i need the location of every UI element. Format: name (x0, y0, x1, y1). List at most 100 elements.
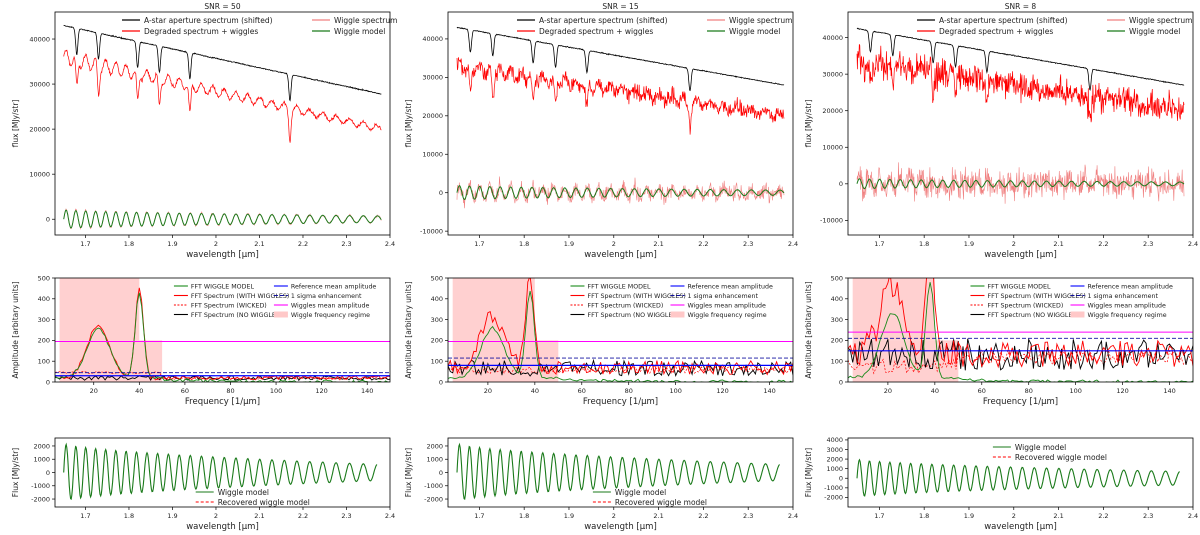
x-axis-label: wavelength [μm] (984, 250, 1057, 260)
x-tick-label: 2.1 (1053, 240, 1063, 248)
legend-swatch (273, 311, 288, 318)
x-tick-label: 1.7 (874, 512, 884, 520)
y-axis-label: Flux [MJy/str] (11, 448, 20, 497)
y-tick-label: -1000 (31, 482, 50, 490)
x-tick-label: 2 (1012, 512, 1016, 520)
wiggle-frequency-regime-upper (59, 278, 140, 341)
y-tick-label: 100 (431, 358, 443, 366)
x-tick-label: 1.9 (167, 512, 177, 520)
chart-panel-middle-3: 20 40 60 80 100 120 140 0 100 200 300 400 500 Frequen… (804, 274, 1194, 407)
y-tick-label: 400 (431, 295, 443, 303)
plot-area (456, 442, 781, 501)
x-axis-label: wavelength [μm] (584, 522, 657, 532)
y-tick-label: 1000 (826, 465, 843, 473)
series-wiggle-model (63, 442, 378, 501)
y-tick-label: 1000 (33, 456, 50, 464)
chart-panel-top-1: SNR = 50 1.7 1.8 1.9 2 2.1 2.2 2.3 2.4 0 10000 2000… (11, 2, 397, 260)
legend-label: FFT WIGGLE MODEL (987, 284, 1051, 291)
x-tick-label: 1.8 (124, 240, 134, 248)
y-tick-label: 0 (839, 180, 843, 188)
x-tick-label: 2.2 (1098, 512, 1108, 520)
y-tick-label: 2000 (426, 442, 443, 450)
x-tick-label: 2.1 (653, 512, 663, 520)
x-tick-label: 2.2 (698, 240, 708, 248)
legend-label: Wiggles mean amplitude (1087, 303, 1166, 310)
x-tick-label: 2.3 (743, 240, 753, 248)
legend-label: Wiggles mean amplitude (687, 303, 766, 310)
plot-area (848, 278, 1193, 382)
x-tick-label: 2.2 (698, 512, 708, 520)
y-tick-label: 0 (439, 189, 443, 197)
axes-frame (847, 277, 1194, 383)
x-tick-label: 100 (669, 387, 681, 395)
legend-label: Wiggle frequency regime (1087, 312, 1166, 319)
y-tick-label: -2000 (31, 495, 50, 503)
x-tick-label: 2.3 (1143, 512, 1153, 520)
x-tick-label: 1.9 (964, 240, 974, 248)
legend-label: Wiggle spectrum (729, 16, 792, 25)
series-wiggle-model (63, 209, 382, 229)
y-tick-label: 300 (831, 316, 843, 324)
x-tick-label: 60 (578, 387, 586, 395)
x-axis-label: Frequency [1/μm] (983, 397, 1058, 407)
y-tick-label: 0 (839, 475, 843, 483)
x-tick-label: 2 (612, 512, 616, 520)
x-tick-label: 2.2 (1098, 240, 1108, 248)
y-axis-label: Flux [MJy/str] (404, 448, 413, 497)
legend-label: Wiggle spectrum (334, 16, 397, 25)
x-tick-label: 2.3 (743, 512, 753, 520)
x-tick-label: 2.4 (788, 512, 798, 520)
y-tick-label: 500 (831, 274, 843, 282)
y-tick-label: 20000 (29, 125, 50, 133)
x-tick-label: 2.2 (298, 240, 308, 248)
plot-area (55, 278, 390, 382)
x-tick-label: 80 (1025, 387, 1033, 395)
x-tick-label: 140 (361, 387, 373, 395)
chart-panel-middle-1: 20 40 60 80 100 120 140 0 100 200 300 400 500 Frequen… (11, 274, 391, 407)
x-tick-label: 2.4 (788, 240, 798, 248)
x-tick-label: 2.3 (341, 240, 351, 248)
x-tick-label: 2 (214, 240, 218, 248)
series-degraded-spectrum (456, 57, 785, 135)
y-tick-label: -1000 (424, 482, 443, 490)
x-tick-label: 2.4 (1188, 512, 1198, 520)
legend-label: Recovered wiggle model (1015, 453, 1107, 462)
legend-label: Wiggle model (218, 488, 269, 497)
legend-label: Reference mean amplitude (687, 284, 773, 291)
series-astar-spectrum (456, 26, 785, 92)
x-tick-label: 100 (1069, 387, 1081, 395)
x-tick-label: 1.8 (919, 512, 929, 520)
x-axis-label: wavelength [μm] (186, 522, 259, 532)
chart-title: SNR = 15 (602, 2, 638, 11)
x-axis-label: Frequency [1/μm] (583, 397, 658, 407)
y-tick-label: 0 (46, 378, 50, 386)
axes-frame (847, 437, 1194, 508)
plot-area (63, 24, 382, 230)
y-tick-label: 30000 (422, 74, 443, 82)
x-tick-label: 2.1 (254, 240, 264, 248)
x-tick-label: 80 (625, 387, 633, 395)
series-fft-no-wiggles (448, 358, 793, 377)
y-tick-label: 4000 (826, 436, 843, 444)
x-axis-label: wavelength [μm] (984, 522, 1057, 532)
x-tick-label: 120 (315, 387, 327, 395)
x-tick-label: 2.3 (341, 512, 351, 520)
x-tick-label: 1.9 (564, 512, 574, 520)
x-tick-label: 1.8 (124, 512, 134, 520)
legend-label: FFT WIGGLE MODEL (191, 284, 255, 291)
x-tick-label: 80 (226, 387, 234, 395)
y-axis-label: Flux [MJy/str] (804, 448, 813, 497)
x-tick-label: 60 (978, 387, 986, 395)
x-axis-label: wavelength [μm] (584, 250, 657, 260)
legend-label: FFT Spectrum (NO WIGGLES) (587, 312, 678, 319)
series-degraded-spectrum (856, 44, 1185, 123)
x-tick-label: 1.7 (874, 240, 884, 248)
legend-label: Wiggle model (1129, 27, 1180, 36)
axes-frame (54, 11, 391, 236)
chart-title: SNR = 50 (204, 2, 240, 11)
plot-area (63, 442, 378, 501)
legend-label: 1 sigma enhancement (1087, 293, 1158, 300)
y-tick-label: 20000 (422, 112, 443, 120)
axes-frame (447, 277, 794, 383)
y-tick-label: 1000 (426, 456, 443, 464)
